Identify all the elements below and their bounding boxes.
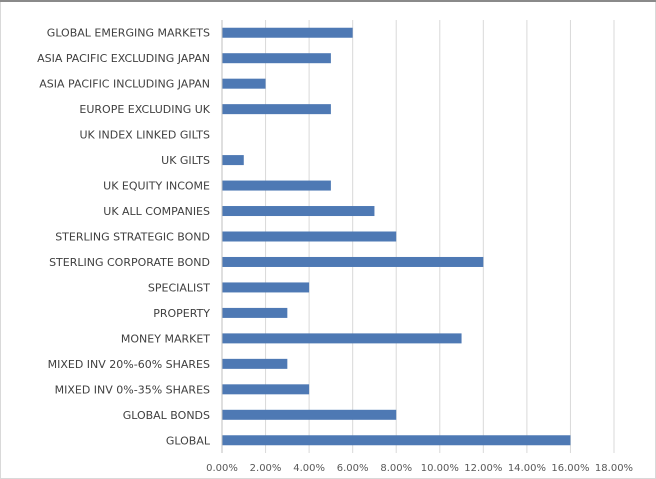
bar <box>222 104 331 115</box>
bar <box>222 435 571 446</box>
category-label: STERLING CORPORATE BOND <box>49 256 210 269</box>
bar <box>222 53 331 64</box>
x-tick-label: 8.00% <box>380 463 412 474</box>
bar <box>222 206 375 217</box>
category-label: MONEY MARKET <box>121 332 210 345</box>
bar <box>222 409 397 420</box>
bar <box>222 358 288 369</box>
category-label: ASIA PACIFIC INCLUDING JAPAN <box>39 78 210 91</box>
category-label: ASIA PACIFIC EXCLUDING JAPAN <box>37 52 210 65</box>
bar <box>222 333 462 344</box>
category-label: UK GILTS <box>161 154 210 167</box>
x-tick-label: 6.00% <box>337 463 369 474</box>
bar <box>222 282 310 293</box>
top-border <box>0 0 656 2</box>
bar <box>222 384 310 395</box>
category-label: SPECIALIST <box>148 281 210 294</box>
category-labels: GLOBAL EMERGING MARKETS ASIA PACIFIC EXCL… <box>37 27 211 448</box>
x-tick-labels: 0.00% 2.00% 4.00% 6.00% 8.00% 10.00% 12.00% 14.… <box>206 463 633 474</box>
category-label: UK ALL COMPANIES <box>103 205 210 218</box>
category-label: UK INDEX LINKED GILTS <box>79 129 210 142</box>
category-label: PROPERTY <box>153 307 210 320</box>
x-tick-label: 14.00% <box>508 463 546 474</box>
category-label: GLOBAL BONDS <box>123 409 210 422</box>
x-tick-label: 18.00% <box>595 463 633 474</box>
x-tick-label: 16.00% <box>551 463 589 474</box>
x-tick-label: 12.00% <box>464 463 502 474</box>
category-label: GLOBAL EMERGING MARKETS <box>47 27 210 40</box>
bar <box>222 155 244 166</box>
x-tick-label: 2.00% <box>250 463 282 474</box>
x-tick-label: 10.00% <box>421 463 459 474</box>
category-label: STERLING STRATEGIC BOND <box>55 231 210 244</box>
bar <box>222 78 266 89</box>
bar <box>222 27 353 38</box>
bar <box>222 256 484 267</box>
category-label: UK EQUITY INCOME <box>103 180 210 193</box>
bar <box>222 180 331 191</box>
bars <box>222 27 571 446</box>
bar <box>222 231 397 242</box>
x-tick-label: 0.00% <box>206 463 238 474</box>
category-label: MIXED INV 0%-35% SHARES <box>55 383 210 396</box>
category-label: GLOBAL <box>166 434 211 447</box>
category-label: MIXED INV 20%-60% SHARES <box>48 358 210 371</box>
x-tick-label: 4.00% <box>293 463 325 474</box>
category-label: EUROPE EXCLUDING UK <box>79 103 210 116</box>
bar <box>222 307 288 318</box>
